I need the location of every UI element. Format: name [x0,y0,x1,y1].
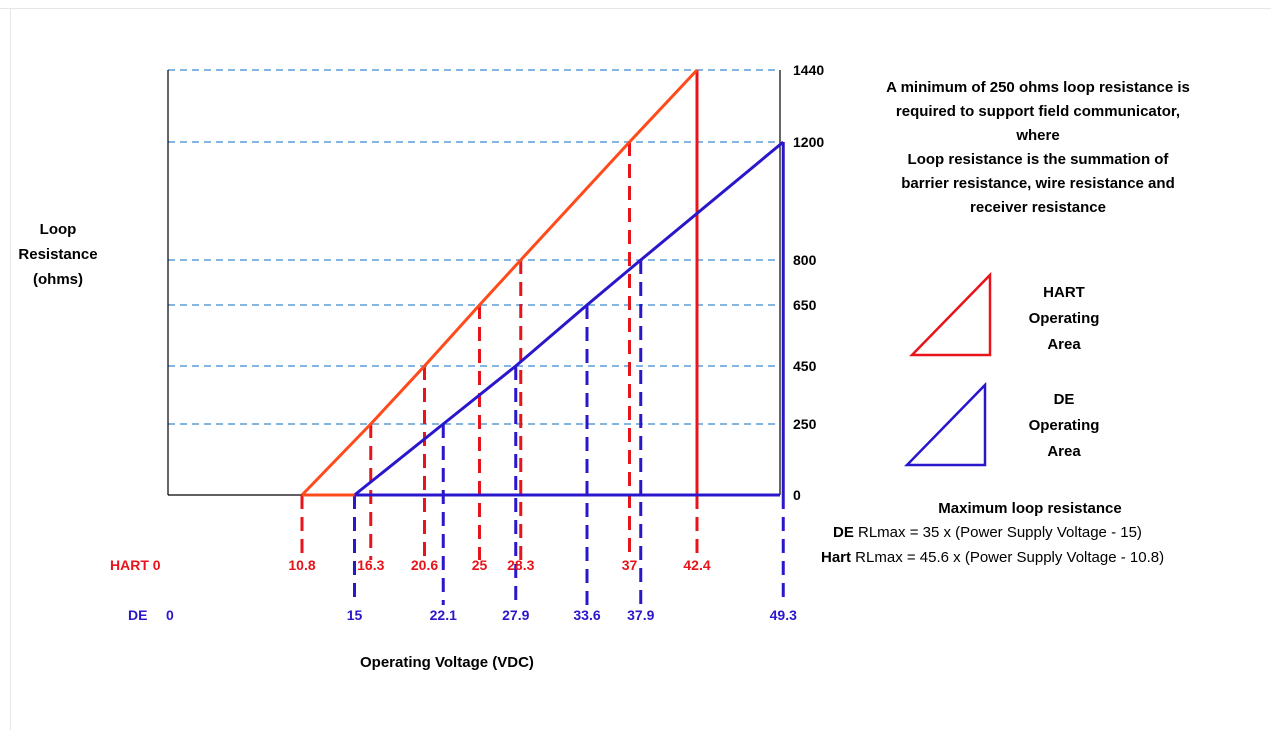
y-tick-label: 1440 [793,62,824,78]
hart-x-tick-label: 16.3 [357,557,384,573]
hart-x-tick-label: 42.4 [683,557,710,573]
grid-layer [168,69,780,425]
note-line: Loop resistance is the summation of [907,151,1169,168]
legend-icons-layer [904,271,992,467]
legend-line: Operating [1028,417,1100,434]
legend-line: DE [1053,391,1075,408]
hart-row-label: HART 0 [110,557,161,573]
note-line: required to support field communicator, [895,103,1181,120]
drop-lines-layer [300,70,785,605]
y-axis-label: Loop Resistance (ohms) [8,217,108,292]
de-series-line [353,140,785,497]
formula-hart-prefix: Hart [821,549,852,566]
formula-hart: Hart RLmax = 45.6 x (Power Supply Voltag… [821,546,1164,570]
y-axis-label-line: Resistance [18,246,98,263]
note-line: barrier resistance, wire resistance and [901,175,1175,192]
note-line: A minimum of 250 ohms loop resistance is [886,79,1190,96]
de-x-tick-label: 22.1 [430,607,457,623]
formula-de-prefix: DE [833,524,854,541]
y-axis-label-line: (ohms) [33,271,83,288]
de-x-tick-label: 37.9 [627,607,654,623]
legend-de-label: DE Operating Area [1014,387,1114,465]
y-tick-label: 1200 [793,134,824,150]
y-tick-label: 450 [793,358,817,374]
x-axis-label: Operating Voltage (VDC) [360,654,534,671]
de-x-tick-label: 27.9 [502,607,529,623]
de-row-zero: 0 [166,607,174,623]
hart-x-tick-label: 20.6 [411,557,438,573]
legend-de-triangle [904,381,987,467]
hart-x-tick-label: 10.8 [288,557,315,573]
y-tick-label: 650 [793,297,817,313]
legend-line: Operating [1028,310,1100,327]
y-tick-label: 250 [793,416,817,432]
sheet-left-border [10,8,11,730]
legend-line: Area [1047,443,1081,460]
hart-x-tick-label: 28.3 [507,557,534,573]
tick-labels-layer: 1440 1200 800 650 450 250 0 10.8 16.3 20.6 25 28.3 3… [110,62,824,623]
formula-de: DE RLmax = 35 x (Power Supply Voltage - … [833,521,1142,545]
formula-hart-text: RLmax = 45.6 x (Power Supply Voltage - 1… [851,549,1165,566]
y-tick-label: 800 [793,252,817,268]
hart-x-tick-label: 37 [622,557,638,573]
y-axis-label-line: Loop [39,221,77,238]
max-loop-title: Maximum loop resistance [938,500,1122,517]
de-row-label: DE [128,607,147,623]
de-x-tick-label: 15 [347,607,363,623]
legend-hart-triangle [909,271,992,357]
de-x-tick-label: 49.3 [770,607,797,623]
sheet-top-border [0,0,1271,9]
series-layer [300,68,785,497]
note-line: where [1016,127,1060,144]
legend-line: Area [1047,336,1081,353]
y-tick-label: 0 [793,487,801,503]
legend-hart-label: HART Operating Area [1014,280,1114,358]
axis-layer [167,70,781,496]
legend-line: HART [1043,284,1085,301]
hart-series-line [300,68,699,497]
note-line: receiver resistance [970,199,1106,216]
annotation-note: A minimum of 250 ohms loop resistance is… [828,76,1248,220]
hart-x-tick-label: 25 [472,557,488,573]
de-x-tick-label: 33.6 [573,607,600,623]
formula-de-text: RLmax = 35 x (Power Supply Voltage - 15) [853,524,1142,541]
